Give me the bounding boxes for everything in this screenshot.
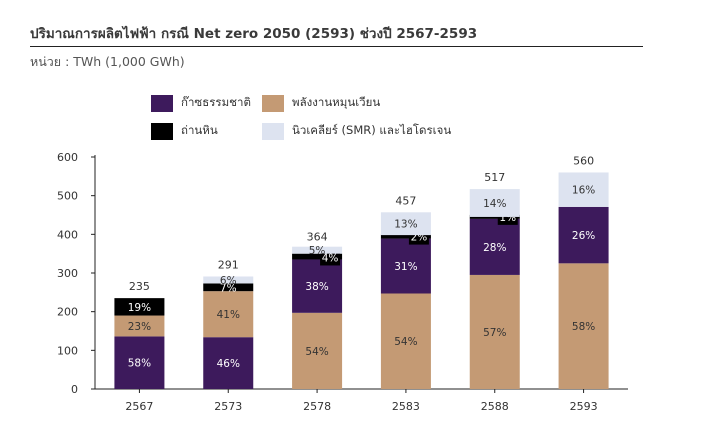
bar-segment-natural_gas bbox=[558, 206, 609, 264]
legend-coal: ถ่านหิน bbox=[151, 122, 218, 140]
y-tick-label: 100 bbox=[57, 344, 78, 357]
bar-segment-renewable bbox=[114, 315, 165, 337]
data-label-renewable: 23% bbox=[128, 321, 151, 333]
data-label-natural_gas: 38% bbox=[305, 281, 328, 293]
x-tick-label: 2573 bbox=[214, 400, 242, 413]
data-label-renewable: 54% bbox=[394, 336, 417, 348]
total-label: 560 bbox=[573, 154, 594, 167]
bar-segment-nuclear_h2 bbox=[380, 212, 431, 236]
x-tick-label: 2578 bbox=[303, 400, 331, 413]
data-label-natural_gas: 46% bbox=[217, 358, 240, 370]
bar-segment-natural_gas bbox=[292, 259, 343, 313]
bar-segment-nuclear_h2 bbox=[558, 172, 609, 207]
data-label-natural_gas: 28% bbox=[483, 242, 506, 254]
bar-segment-coal bbox=[203, 283, 254, 292]
legend-label-renewable: พลังงานหมุนเวียน bbox=[292, 95, 381, 109]
bar-segment-natural_gas bbox=[203, 337, 254, 389]
bar-segment-coal bbox=[292, 253, 343, 260]
x-tick-label: 2593 bbox=[570, 400, 598, 413]
data-label-coal: 4% bbox=[322, 252, 339, 264]
legend-natural-gas: ก๊าซธรรมชาติ bbox=[151, 94, 251, 112]
data-label-coal: 7% bbox=[220, 282, 237, 294]
data-label-renewable: 41% bbox=[217, 309, 240, 321]
bar-segment-renewable bbox=[380, 293, 431, 389]
legend-nuclear-h2: นิวเคลียร์ (SMR) และไฮโดรเจน bbox=[262, 122, 451, 140]
legend-label-nuclear-h2: นิวเคลียร์ (SMR) และไฮโดรเจน bbox=[292, 123, 452, 137]
bar-segment-natural_gas bbox=[114, 336, 165, 389]
bar-segment-renewable bbox=[558, 263, 609, 389]
total-label: 517 bbox=[484, 171, 505, 184]
bar-segment-natural_gas bbox=[469, 218, 520, 275]
total-label: 235 bbox=[129, 280, 150, 293]
data-label-renewable: 58% bbox=[572, 321, 595, 333]
bar-segment-coal bbox=[380, 234, 431, 239]
data-label-nuclear_h2: 14% bbox=[483, 198, 506, 210]
bar-segment-coal bbox=[114, 298, 165, 316]
bar-segment-nuclear_h2 bbox=[203, 276, 254, 284]
data-label-nuclear_h2: 6% bbox=[220, 275, 237, 287]
legend-swatch-renewable bbox=[262, 94, 284, 112]
data-label-natural_gas: 31% bbox=[394, 261, 417, 273]
bar-segment-renewable bbox=[203, 291, 254, 338]
chart-title: ปริมาณการผลิตไฟฟ้า กรณี Net zero 2050 (2… bbox=[30, 26, 478, 42]
bar-segment-natural_gas bbox=[380, 238, 431, 294]
data-label-coal: 19% bbox=[128, 302, 151, 314]
data-label-nuclear_h2: 16% bbox=[572, 185, 595, 197]
x-tick-label: 2588 bbox=[481, 400, 509, 413]
legend-renewable: พลังงานหมุนเวียน bbox=[262, 94, 380, 112]
x-tick-label: 2583 bbox=[392, 400, 420, 413]
legend-label-coal: ถ่านหิน bbox=[181, 123, 218, 137]
data-label-natural_gas: 58% bbox=[128, 358, 151, 370]
bar-segment-renewable bbox=[292, 312, 343, 389]
data-label-natural_gas: 26% bbox=[572, 230, 595, 242]
y-tick-label: 200 bbox=[57, 306, 78, 319]
title-divider bbox=[30, 46, 643, 47]
x-tick-label: 2567 bbox=[125, 400, 153, 413]
data-label-nuclear_h2: 13% bbox=[394, 219, 417, 231]
legend-swatch-natural-gas bbox=[151, 94, 173, 112]
y-tick-label: 500 bbox=[57, 190, 78, 203]
total-label: 457 bbox=[395, 194, 416, 207]
legend-label-natural-gas: ก๊าซธรรมชาติ bbox=[181, 95, 251, 109]
bar-segment-nuclear_h2 bbox=[469, 189, 520, 217]
y-tick-label: 300 bbox=[57, 267, 78, 280]
data-label-renewable: 57% bbox=[483, 327, 506, 339]
y-tick-label: 600 bbox=[57, 151, 78, 164]
total-label: 291 bbox=[218, 258, 239, 271]
bar-segment-renewable bbox=[469, 274, 520, 389]
y-tick-label: 0 bbox=[71, 383, 78, 396]
unit-label: หน่วย : TWh (1,000 GWh) bbox=[30, 54, 185, 69]
legend-swatch-nuclear-h2 bbox=[262, 122, 284, 140]
legend-swatch-coal bbox=[151, 122, 173, 140]
data-label-renewable: 54% bbox=[305, 346, 328, 358]
bar-segment-nuclear_h2 bbox=[292, 246, 343, 254]
total-label: 364 bbox=[307, 230, 328, 243]
y-tick-label: 400 bbox=[57, 228, 78, 241]
data-label-nuclear_h2: 5% bbox=[309, 245, 326, 257]
